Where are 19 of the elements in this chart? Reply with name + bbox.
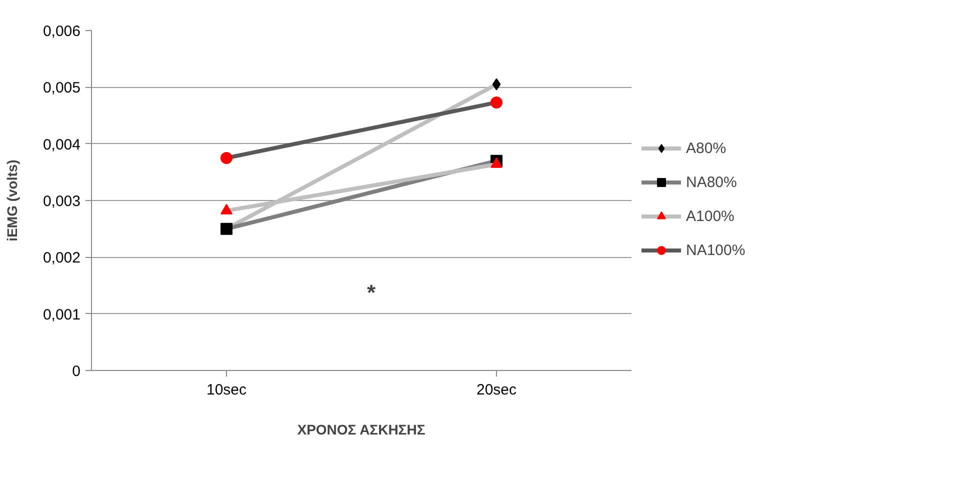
y-tick-label: 0,004 [42,136,81,154]
y-tick-label: 0,005 [42,80,81,97]
annotation: * [366,280,376,305]
legend-label: NA80% [686,174,737,190]
point [490,96,502,108]
x-axis-title: ΧΡΟΝΟΣ ΑΣΚΗΣΗΣ [297,422,426,438]
point [492,78,501,90]
point [220,152,232,164]
y-tick-label: 0,002 [42,250,81,267]
y-tick-label: 0,001 [42,306,81,324]
y-tick-label: 0,006 [42,23,81,40]
y-tick-label: 0,003 [42,193,81,210]
legend-label: NA100% [686,242,746,258]
y-axis-title: iEMG (volts) [4,160,20,242]
legend-label: A80% [686,140,726,156]
legend-label: A100% [686,208,734,224]
y-tick-label: 0 [72,363,80,380]
x-tick-label: 10sec [206,382,248,398]
x-tick-label: 20sec [476,382,518,398]
